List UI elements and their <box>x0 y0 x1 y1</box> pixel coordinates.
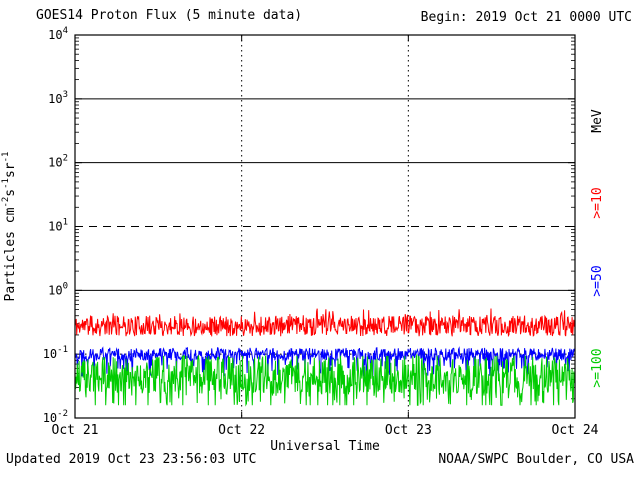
y-tick-label: 104 <box>48 26 68 42</box>
plot-border <box>74 34 576 419</box>
right-axis-label-100: >=100 <box>590 348 605 387</box>
begin-label: Begin: 2019 Oct 21 0000 UTC <box>420 10 632 25</box>
source-credit: NOAA/SWPC Boulder, CO USA <box>438 452 634 467</box>
series-line-100mev <box>74 353 576 407</box>
x-tick-label: Oct 24 <box>552 423 599 438</box>
updated-timestamp: Updated 2019 Oct 23 23:56:03 UTC <box>6 452 257 467</box>
x-tick-label: Oct 22 <box>218 423 265 438</box>
x-axis-title: Universal Time <box>270 439 380 454</box>
y-tick-label: 101 <box>48 218 68 234</box>
y-tick-label: 10-1 <box>43 345 68 361</box>
x-tick-label: Oct 21 <box>52 423 99 438</box>
y-tick-label: 103 <box>48 90 68 106</box>
chart-title: GOES14 Proton Flux (5 minute data) <box>36 8 303 23</box>
y-tick-label: 102 <box>48 154 68 170</box>
x-tick-label: Oct 23 <box>385 423 432 438</box>
series-line-10mev <box>74 308 576 338</box>
right-axis-label-10: >=10 <box>590 187 605 218</box>
right-axis-label-mev: MeV <box>590 109 605 133</box>
y-tick-label: 10-2 <box>43 409 68 425</box>
y-axis-label: Particles cm-2s-1sr-1 <box>1 152 18 302</box>
right-axis-label-50: >=50 <box>590 265 605 296</box>
series-line-50mev <box>74 346 576 377</box>
y-tick-label: 100 <box>48 281 68 297</box>
